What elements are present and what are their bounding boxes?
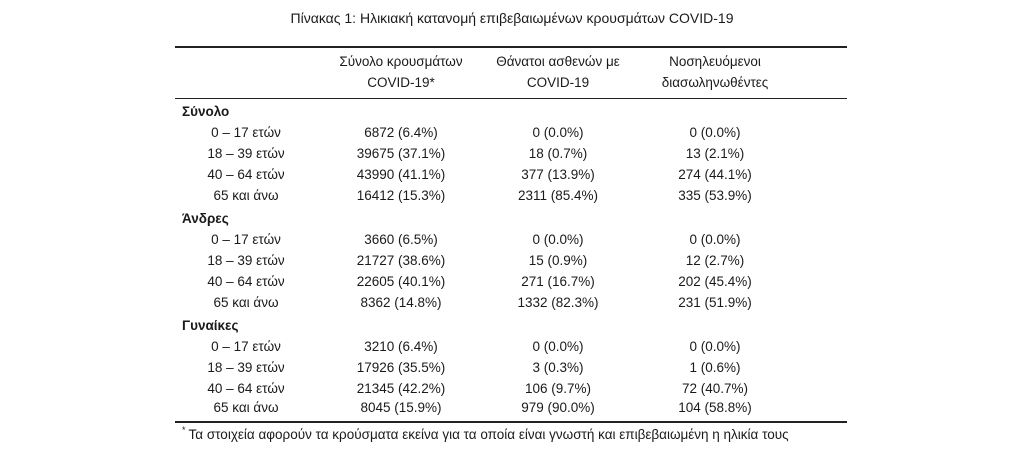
cases-cell: 16412 (15.3%)	[356, 188, 446, 203]
header-deaths: Θάνατοι ασθενών με COVID-19	[468, 51, 648, 93]
table-row: 40 – 64 ετών 43990 (41.1%) 377 (13.9%) 2…	[0, 167, 1024, 188]
header-total-cases-line2: COVID-19*	[367, 75, 435, 90]
age-label: 40 – 64 ετών	[207, 167, 285, 182]
header-rule	[175, 98, 847, 99]
footnote: * Τα στοιχεία αφορούν τα κρούσματα εκείνα…	[182, 425, 789, 442]
intubated-cell: 231 (51.9%)	[678, 295, 752, 310]
group-label-women: Γυναίκες	[182, 318, 239, 333]
footnote-text: Τα στοιχεία αφορούν τα κρούσματα εκείνα …	[188, 427, 789, 442]
intubated-cell: 13 (2.1%)	[685, 146, 745, 161]
deaths-cell: 3 (0.3%)	[532, 360, 584, 375]
cases-cell: 22605 (40.1%)	[356, 274, 446, 289]
table-row: 65 και άνω 8362 (14.8%) 1332 (82.3%) 231…	[0, 295, 1024, 316]
group-label-total: Σύνολο	[182, 104, 230, 119]
table-row: 0 – 17 ετών 3210 (6.4%) 0 (0.0%) 0 (0.0%…	[0, 339, 1024, 360]
deaths-cell: 106 (9.7%)	[524, 381, 592, 396]
age-label: 0 – 17 ετών	[211, 339, 281, 354]
table-row: 65 και άνω 8045 (15.9%) 979 (90.0%) 104 …	[0, 400, 1024, 421]
table-row: 40 – 64 ετών 22605 (40.1%) 271 (16.7%) 2…	[0, 274, 1024, 295]
deaths-cell: 377 (13.9%)	[521, 167, 595, 182]
age-label: 0 – 17 ετών	[211, 232, 281, 247]
cases-cell: 8045 (15.9%)	[360, 400, 442, 415]
header-deaths-line2: COVID-19	[526, 75, 590, 90]
group-label-men: Άνδρες	[182, 211, 229, 226]
intubated-cell: 72 (40.7%)	[681, 381, 749, 396]
table-row: 18 – 39 ετών 39675 (37.1%) 18 (0.7%) 13 …	[0, 146, 1024, 167]
age-label: 18 – 39 ετών	[207, 360, 285, 375]
intubated-cell: 12 (2.7%)	[685, 253, 745, 268]
header-intubated: Νοσηλευόμενοι διασωληνωθέντες	[625, 51, 805, 93]
cases-cell: 3210 (6.4%)	[364, 339, 438, 354]
table-row: 18 – 39 ετών 21727 (38.6%) 15 (0.9%) 12 …	[0, 253, 1024, 274]
age-label: 65 και άνω	[213, 295, 279, 310]
age-label: 18 – 39 ετών	[207, 253, 285, 268]
deaths-cell: 0 (0.0%)	[532, 339, 584, 354]
cases-cell: 3660 (6.5%)	[364, 232, 438, 247]
intubated-cell: 104 (58.8%)	[678, 400, 752, 415]
deaths-cell: 2311 (85.4%)	[517, 188, 599, 203]
cases-cell: 8362 (14.8%)	[360, 295, 442, 310]
cases-cell: 39675 (37.1%)	[356, 146, 446, 161]
footnote-marker: *	[182, 425, 186, 435]
intubated-cell: 274 (44.1%)	[678, 167, 752, 182]
cases-cell: 21345 (42.2%)	[356, 381, 446, 396]
intubated-cell: 1 (0.6%)	[689, 360, 741, 375]
cases-cell: 43990 (41.1%)	[356, 167, 446, 182]
deaths-cell: 18 (0.7%)	[528, 146, 588, 161]
deaths-cell: 0 (0.0%)	[532, 232, 584, 247]
table-row: 18 – 39 ετών 17926 (35.5%) 3 (0.3%) 1 (0…	[0, 360, 1024, 381]
cases-cell: 6872 (6.4%)	[364, 125, 438, 140]
header-intubated-line1: Νοσηλευόμενοι	[669, 54, 761, 69]
deaths-cell: 1332 (82.3%)	[517, 295, 599, 310]
header-deaths-line1: Θάνατοι ασθενών με	[496, 54, 620, 69]
age-label: 65 και άνω	[213, 188, 279, 203]
table-row: 0 – 17 ετών 3660 (6.5%) 0 (0.0%) 0 (0.0%…	[0, 232, 1024, 253]
table-row: 65 και άνω 16412 (15.3%) 2311 (85.4%) 33…	[0, 188, 1024, 209]
header-total-cases: Σύνολο κρουσμάτων COVID-19*	[311, 51, 491, 93]
age-label: 18 – 39 ετών	[207, 146, 285, 161]
age-label: 0 – 17 ετών	[211, 125, 281, 140]
deaths-cell: 271 (16.7%)	[521, 274, 595, 289]
age-label: 65 και άνω	[213, 400, 279, 415]
top-rule	[175, 46, 847, 48]
intubated-cell: 0 (0.0%)	[689, 125, 741, 140]
header-intubated-line2: διασωληνωθέντες	[661, 75, 769, 90]
age-label: 40 – 64 ετών	[207, 381, 285, 396]
intubated-cell: 0 (0.0%)	[689, 232, 741, 247]
cases-cell: 17926 (35.5%)	[356, 360, 446, 375]
header-total-cases-line1: Σύνολο κρουσμάτων	[339, 54, 463, 69]
age-label: 40 – 64 ετών	[207, 274, 285, 289]
table-row: 0 – 17 ετών 6872 (6.4%) 0 (0.0%) 0 (0.0%…	[0, 125, 1024, 146]
cases-cell: 21727 (38.6%)	[356, 253, 446, 268]
bottom-rule	[175, 421, 847, 423]
deaths-cell: 979 (90.0%)	[521, 400, 595, 415]
table-title: Πίνακας 1: Ηλικιακή κατανομή επιβεβαιωμέ…	[290, 10, 734, 26]
table-row: 40 – 64 ετών 21345 (42.2%) 106 (9.7%) 72…	[0, 381, 1024, 402]
deaths-cell: 0 (0.0%)	[532, 125, 584, 140]
intubated-cell: 0 (0.0%)	[689, 339, 741, 354]
intubated-cell: 335 (53.9%)	[678, 188, 752, 203]
intubated-cell: 202 (45.4%)	[678, 274, 752, 289]
deaths-cell: 15 (0.9%)	[528, 253, 588, 268]
